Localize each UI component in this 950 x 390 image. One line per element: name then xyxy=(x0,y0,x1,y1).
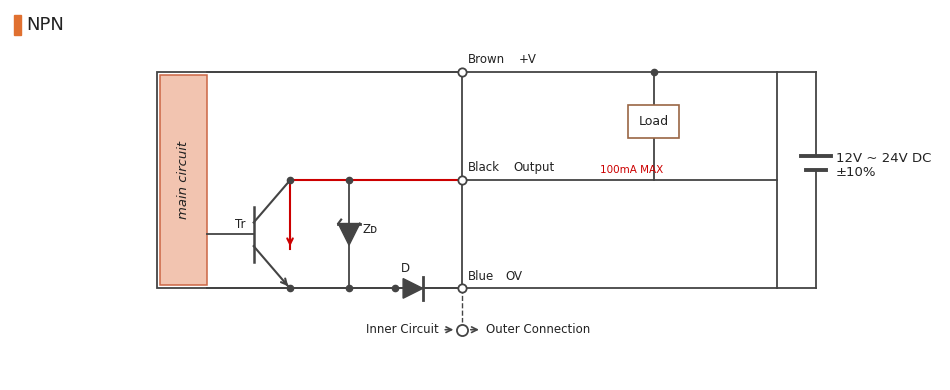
Text: Zᴅ: Zᴅ xyxy=(363,223,378,236)
Polygon shape xyxy=(338,223,360,245)
Text: Outer Connection: Outer Connection xyxy=(485,323,590,336)
Text: Tr: Tr xyxy=(236,218,246,231)
Text: D: D xyxy=(401,262,409,275)
Text: 100mA MAX: 100mA MAX xyxy=(599,165,663,176)
Text: Brown: Brown xyxy=(468,53,505,66)
Text: +V: +V xyxy=(519,53,537,66)
Bar xyxy=(628,105,679,138)
Text: Load: Load xyxy=(638,115,669,128)
Bar xyxy=(13,15,21,35)
Text: Output: Output xyxy=(513,161,555,174)
Text: OV: OV xyxy=(505,269,522,282)
Bar xyxy=(158,72,462,288)
Text: Black: Black xyxy=(468,161,500,174)
Text: main circuit: main circuit xyxy=(178,141,190,219)
Text: 12V ~ 24V DC: 12V ~ 24V DC xyxy=(836,152,931,165)
Text: Blue: Blue xyxy=(468,269,494,282)
Text: NPN: NPN xyxy=(27,16,65,34)
Text: Inner Circuit: Inner Circuit xyxy=(366,323,439,336)
Text: ±10%: ±10% xyxy=(836,166,876,179)
Bar xyxy=(161,75,207,285)
Polygon shape xyxy=(403,278,423,298)
